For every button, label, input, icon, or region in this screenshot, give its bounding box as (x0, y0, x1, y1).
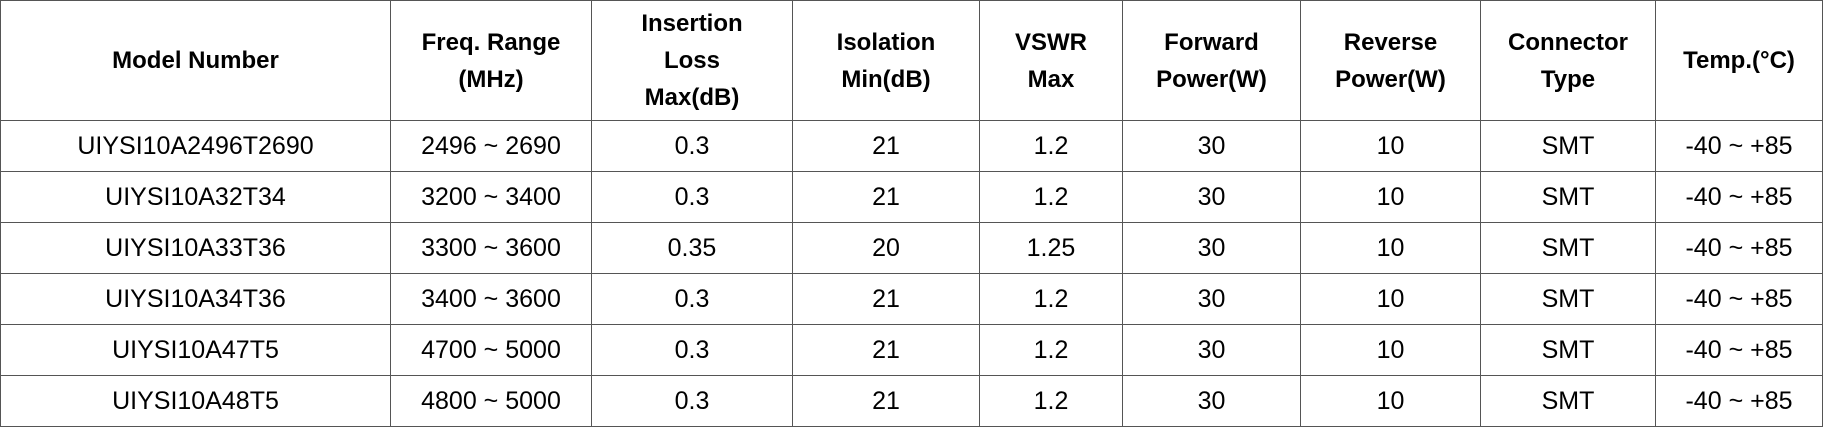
table-row: UIYSI10A47T5 4700 ~ 5000 0.3 21 1.2 30 10 SMT -4… (0, 324, 1823, 376)
header-reverse-power: Reverse Power(W) (1300, 0, 1481, 121)
insertion-loss-cell: 0.35 (591, 222, 793, 274)
temp-cell: -40 ~ +85 (1655, 324, 1823, 376)
reverse-power-cell: 10 (1300, 324, 1481, 376)
header-connector-type-line: Connector (1508, 28, 1628, 56)
header-freq-range-line: Freq. Range (421, 28, 561, 56)
vswr-cell: 1.2 (979, 375, 1123, 427)
header-connector-type: Connector Type (1480, 0, 1656, 121)
isolation-cell: 20 (792, 222, 980, 274)
header-reverse-power-line: Reverse (1343, 28, 1438, 56)
reverse-power-cell: 10 (1300, 375, 1481, 427)
forward-power-cell: 30 (1122, 171, 1301, 223)
insertion-loss-cell: 0.3 (591, 171, 793, 223)
header-forward-power: Forward Power(W) (1122, 0, 1301, 121)
isolation-cell: 21 (792, 375, 980, 427)
table-row: UIYSI10A33T36 3300 ~ 3600 0.35 20 1.25 30 10 SM… (0, 222, 1823, 274)
header-insertion-loss-line: Max(dB) (644, 84, 740, 111)
model-number-cell: UIYSI10A33T36 (0, 222, 391, 274)
temp-cell: -40 ~ +85 (1655, 120, 1823, 172)
connector-type-cell: SMT (1480, 120, 1656, 172)
header-temp-line: Temp.(°C) (1683, 47, 1795, 74)
header-isolation-line: Min(dB) (841, 65, 931, 93)
header-freq-range-line: (MHz) (458, 65, 524, 93)
model-number-cell: UIYSI10A2496T2690 (0, 120, 391, 172)
header-freq-range: Freq. Range (MHz) (390, 0, 592, 121)
connector-type-cell: SMT (1480, 273, 1656, 325)
temp-cell: -40 ~ +85 (1655, 171, 1823, 223)
insertion-loss-cell: 0.3 (591, 120, 793, 172)
isolation-cell: 21 (792, 171, 980, 223)
header-reverse-power-line: Power(W) (1335, 65, 1446, 93)
freq-range-cell: 4800 ~ 5000 (390, 375, 592, 427)
header-vswr-line: VSWR (1015, 28, 1087, 56)
freq-range-cell: 3200 ~ 3400 (390, 171, 592, 223)
connector-type-cell: SMT (1480, 171, 1656, 223)
header-insertion-loss: Insertion Loss Max(dB) (591, 0, 793, 121)
reverse-power-cell: 10 (1300, 120, 1481, 172)
vswr-cell: 1.2 (979, 273, 1123, 325)
reverse-power-cell: 10 (1300, 222, 1481, 274)
model-number-cell: UIYSI10A47T5 (0, 324, 391, 376)
header-temp: Temp.(°C) (1655, 0, 1823, 121)
connector-type-cell: SMT (1480, 222, 1656, 274)
isolator-spec-table: Model Number Freq. Range (MHz) Insertion… (0, 0, 1823, 427)
freq-range-cell: 3300 ~ 3600 (390, 222, 592, 274)
freq-range-cell: 2496 ~ 2690 (390, 120, 592, 172)
table-row: UIYSI10A32T34 3200 ~ 3400 0.3 21 1.2 30 10 SMT -… (0, 171, 1823, 223)
header-forward-power-line: Forward (1164, 28, 1259, 56)
model-number-cell: UIYSI10A48T5 (0, 375, 391, 427)
temp-cell: -40 ~ +85 (1655, 273, 1823, 325)
header-model-number-line: Model Number (112, 47, 279, 74)
vswr-cell: 1.2 (979, 324, 1123, 376)
table-row: UIYSI10A2496T2690 2496 ~ 2690 0.3 21 1.2 30 10… (0, 120, 1823, 172)
freq-range-cell: 3400 ~ 3600 (390, 273, 592, 325)
header-insertion-loss-line: Insertion (641, 10, 743, 37)
temp-cell: -40 ~ +85 (1655, 375, 1823, 427)
header-row: Model Number Freq. Range (MHz) Insertion… (0, 0, 1823, 121)
table-body: UIYSI10A2496T2690 2496 ~ 2690 0.3 21 1.2 30 10… (0, 120, 1823, 427)
model-number-cell: UIYSI10A32T34 (0, 171, 391, 223)
header-isolation-line: Isolation (836, 28, 936, 56)
header-vswr: VSWR Max (979, 0, 1123, 121)
table-row: UIYSI10A34T36 3400 ~ 3600 0.3 21 1.2 30 10 SMT -… (0, 273, 1823, 325)
reverse-power-cell: 10 (1300, 171, 1481, 223)
vswr-cell: 1.2 (979, 171, 1123, 223)
vswr-cell: 1.2 (979, 120, 1123, 172)
isolation-cell: 21 (792, 273, 980, 325)
model-number-cell: UIYSI10A34T36 (0, 273, 391, 325)
freq-range-cell: 4700 ~ 5000 (390, 324, 592, 376)
header-forward-power-line: Power(W) (1156, 65, 1267, 93)
reverse-power-cell: 10 (1300, 273, 1481, 325)
isolation-cell: 21 (792, 120, 980, 172)
header-vswr-line: Max (1027, 65, 1075, 93)
isolation-cell: 21 (792, 324, 980, 376)
table-row: UIYSI10A48T5 4800 ~ 5000 0.3 21 1.2 30 10 SMT -4… (0, 375, 1823, 427)
header-connector-type-line: Type (1540, 65, 1596, 93)
vswr-cell: 1.25 (979, 222, 1123, 274)
forward-power-cell: 30 (1122, 375, 1301, 427)
forward-power-cell: 30 (1122, 324, 1301, 376)
header-isolation: Isolation Min(dB) (792, 0, 980, 121)
connector-type-cell: SMT (1480, 375, 1656, 427)
header-insertion-loss-line: Loss (663, 47, 720, 74)
connector-type-cell: SMT (1480, 324, 1656, 376)
forward-power-cell: 30 (1122, 273, 1301, 325)
header-model-number: Model Number (0, 0, 391, 121)
temp-cell: -40 ~ +85 (1655, 222, 1823, 274)
insertion-loss-cell: 0.3 (591, 324, 793, 376)
forward-power-cell: 30 (1122, 222, 1301, 274)
insertion-loss-cell: 0.3 (591, 375, 793, 427)
forward-power-cell: 30 (1122, 120, 1301, 172)
insertion-loss-cell: 0.3 (591, 273, 793, 325)
